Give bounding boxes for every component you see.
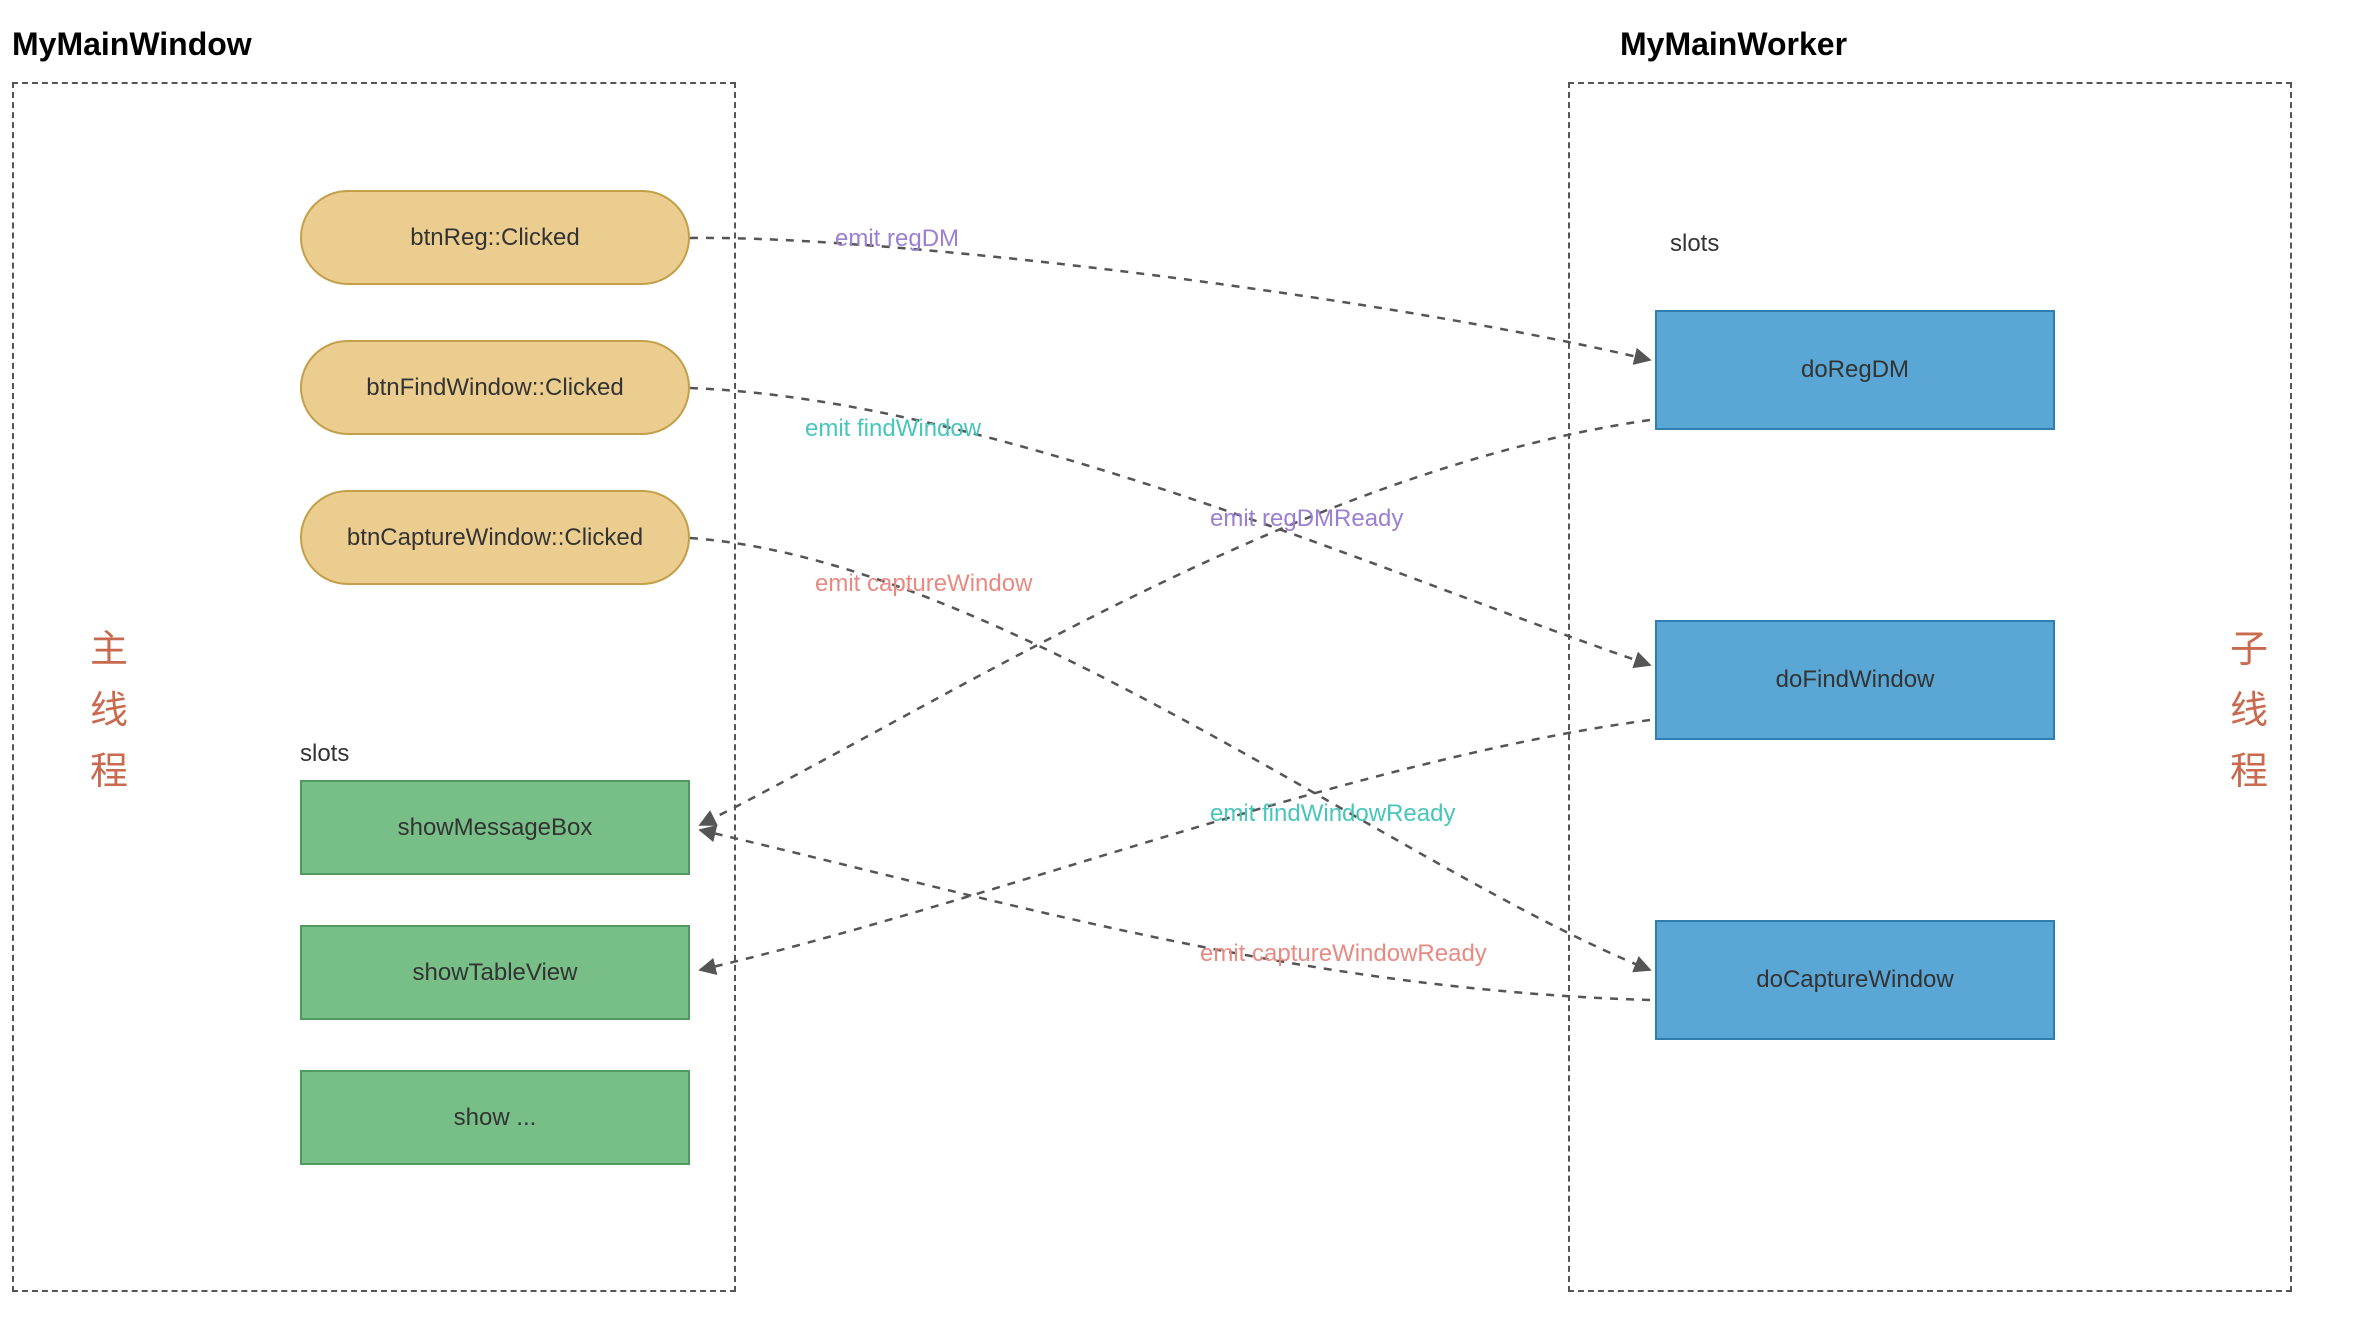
left-slots-label: slots (300, 740, 349, 768)
node-doRegDM: doRegDM (1655, 310, 2055, 430)
right-slots-label: slots (1670, 230, 1719, 258)
node-showMore: show ... (300, 1070, 690, 1165)
node-showTableView-label: showTableView (413, 959, 578, 987)
node-showMore-label: show ... (454, 1104, 537, 1132)
node-doCaptureWindow-label: doCaptureWindow (1756, 966, 1953, 994)
left-thread-char-2: 线 (90, 681, 128, 742)
right-thread-char-2: 线 (2230, 681, 2268, 742)
right-thread-char-1: 子 (2230, 620, 2268, 681)
edge-captureWindowReady (700, 830, 1650, 1000)
node-doCaptureWindow: doCaptureWindow (1655, 920, 2055, 1040)
right-thread-char-3: 程 (2230, 742, 2268, 803)
node-showMessageBox: showMessageBox (300, 780, 690, 875)
node-showMessageBox-label: showMessageBox (398, 814, 593, 842)
edge-label-regDM: emit regDM (835, 225, 959, 253)
node-btnCaptureWindow: btnCaptureWindow::Clicked (300, 490, 690, 585)
edge-label-captureWindow: emit captureWindow (815, 570, 1032, 598)
left-title: MyMainWindow (12, 26, 252, 63)
edge-label-findWindowReady: emit findWindowReady (1210, 800, 1455, 828)
edge-label-regDMReady: emit regDMReady (1210, 505, 1403, 533)
node-btnFindWindow: btnFindWindow::Clicked (300, 340, 690, 435)
edge-regDMReady (700, 420, 1650, 825)
node-btnFindWindow-label: btnFindWindow::Clicked (366, 374, 623, 402)
node-doFindWindow: doFindWindow (1655, 620, 2055, 740)
edge-captureWindow (690, 538, 1650, 970)
left-thread-char-1: 主 (90, 620, 128, 681)
node-btnReg-label: btnReg::Clicked (410, 224, 579, 252)
right-thread-label: 子 线 程 (2230, 620, 2268, 802)
node-showTableView: showTableView (300, 925, 690, 1020)
right-title: MyMainWorker (1620, 26, 1847, 63)
node-doRegDM-label: doRegDM (1801, 356, 1909, 384)
node-doFindWindow-label: doFindWindow (1776, 666, 1935, 694)
left-thread-char-3: 程 (90, 742, 128, 803)
edge-findWindowReady (700, 720, 1650, 970)
edge-regDM (690, 238, 1650, 360)
left-thread-label: 主 线 程 (90, 620, 128, 802)
node-btnReg: btnReg::Clicked (300, 190, 690, 285)
edge-label-findWindow: emit findWindow (805, 415, 981, 443)
edge-label-captureWindowReady: emit captureWindowReady (1200, 940, 1487, 968)
node-btnCaptureWindow-label: btnCaptureWindow::Clicked (347, 524, 643, 552)
